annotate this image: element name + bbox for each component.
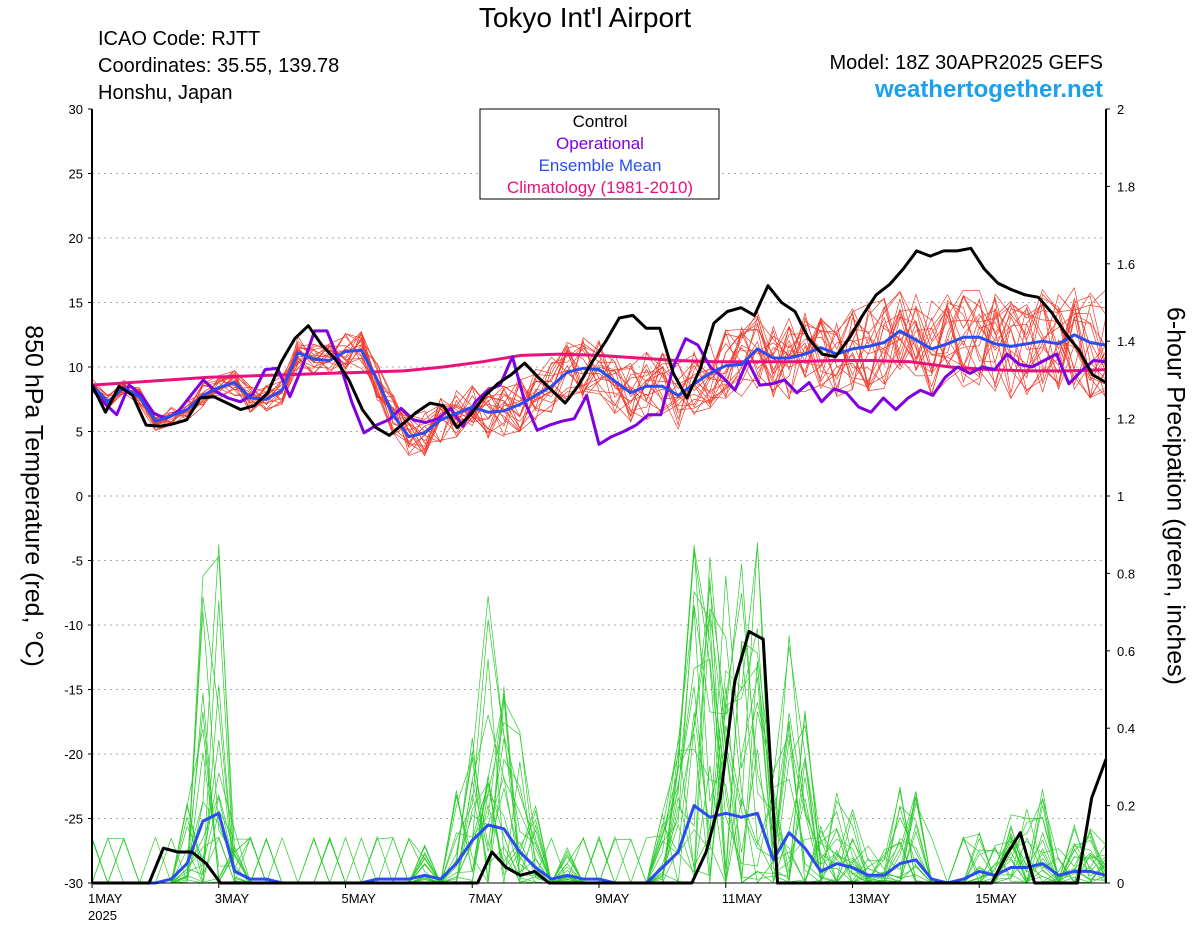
right-tick-label: 1 [1117, 489, 1124, 504]
model-run: Model: 18Z 30APR2025 GEFS [829, 52, 1103, 74]
icao-code: ICAO Code: RJTT [98, 28, 261, 50]
left-tick-label: 20 [69, 231, 83, 246]
chart-title: Tokyo Int'l Airport [478, 2, 692, 33]
ensemble-temp-member [91, 297, 1107, 454]
series-line [92, 804, 1107, 885]
ensemble-precip-member [92, 547, 1107, 884]
x-year-label: 2025 [88, 908, 117, 923]
ensemble-precip-member [92, 557, 1107, 885]
right-tick-label: 1.8 [1117, 179, 1135, 194]
right-tick-label: 0.6 [1117, 644, 1135, 659]
ensemble-precip-member [92, 611, 1107, 885]
chart-grid [92, 173, 1106, 819]
left-tick-label: 0 [76, 489, 83, 504]
left-tick-label: 15 [69, 296, 83, 311]
left-tick-label: -15 [64, 683, 83, 698]
right-tick-label: 1.4 [1117, 334, 1135, 349]
ensemble-precip-member [92, 545, 1107, 884]
ensemble-precip-member [92, 552, 1107, 884]
legend-entry: Ensemble Mean [539, 156, 662, 175]
left-axis-label: 850 hPa Temperature (red, °C) [19, 325, 48, 667]
right-tick-label: 2 [1117, 102, 1124, 117]
left-tick-label: 25 [69, 167, 83, 182]
ensemble-temp-member [91, 288, 1107, 437]
tick-labels: 302520151050-5-10-15-20-25-3021.81.61.41… [64, 102, 1135, 923]
coordinates: Coordinates: 35.55, 139.78 [98, 55, 340, 77]
site-link[interactable]: weathertogether.net [874, 76, 1103, 103]
ensemble-precip-member [92, 677, 1107, 884]
left-tick-label: -20 [64, 747, 83, 762]
ensemble-precip-member [91, 607, 1107, 884]
ensemble-temp-member [91, 287, 1107, 444]
ensemble-temp-member [91, 302, 1107, 442]
right-tick-label: 1.2 [1117, 412, 1135, 427]
legend-entry: Control [573, 112, 628, 131]
ensemble-precip-member [91, 563, 1107, 885]
series-line [90, 329, 1107, 446]
x-tick-label: 9MAY [595, 891, 630, 906]
ensemble-temp-member [91, 304, 1107, 453]
left-tick-label: -25 [64, 812, 83, 827]
right-tick-label: 0.2 [1117, 799, 1135, 814]
legend-entry: Operational [556, 134, 644, 153]
left-tick-label: -5 [71, 554, 83, 569]
chart-legend: Control Operational Ensemble Mean Climatolo… [479, 108, 720, 200]
legend-entry: Climatology (1981-2010) [507, 178, 693, 197]
ensemble-precip-member [92, 608, 1107, 884]
legend-box [479, 108, 720, 200]
left-tick-label: -10 [64, 618, 83, 633]
left-tick-label: 10 [69, 360, 83, 375]
region: Honshu, Japan [98, 82, 233, 104]
right-tick-label: 0.8 [1117, 566, 1135, 581]
ensemble-precip-member [91, 542, 1107, 884]
ensemble-precip-member [92, 544, 1107, 885]
left-tick-label: 30 [69, 102, 83, 117]
x-tick-label: 7MAY [468, 891, 503, 906]
chart-axes [88, 108, 1110, 888]
x-tick-label: 13MAY [849, 891, 891, 906]
left-tick-label: -30 [64, 876, 83, 891]
ensemble-temp-member [91, 303, 1107, 444]
x-tick-label: 1MAY [88, 891, 123, 906]
right-axis-label: 6-hour Precipation (green, inches) [1161, 307, 1190, 685]
x-tick-label: 5MAY [342, 891, 377, 906]
series-line [90, 246, 1107, 437]
right-tick-label: 0 [1117, 876, 1124, 891]
series-line [92, 630, 1108, 885]
ensemble-precipitation-lines [91, 542, 1107, 885]
x-tick-label: 11MAY [722, 891, 763, 906]
left-tick-label: 5 [76, 425, 83, 440]
x-tick-label: 3MAY [215, 891, 250, 906]
right-tick-label: 1.6 [1117, 257, 1135, 272]
ensemble-precip-member [92, 544, 1107, 885]
ensemble-temp-member [91, 294, 1107, 448]
x-tick-label: 15MAY [975, 891, 1017, 906]
right-tick-label: 0.4 [1117, 721, 1135, 736]
